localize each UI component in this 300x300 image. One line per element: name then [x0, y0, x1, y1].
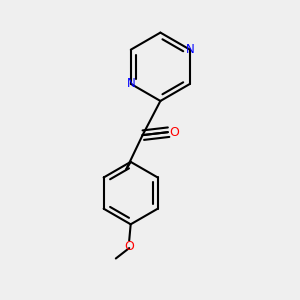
Text: O: O — [124, 239, 134, 253]
Text: N: N — [186, 43, 194, 56]
Text: O: O — [169, 126, 179, 139]
Text: N: N — [126, 77, 135, 90]
